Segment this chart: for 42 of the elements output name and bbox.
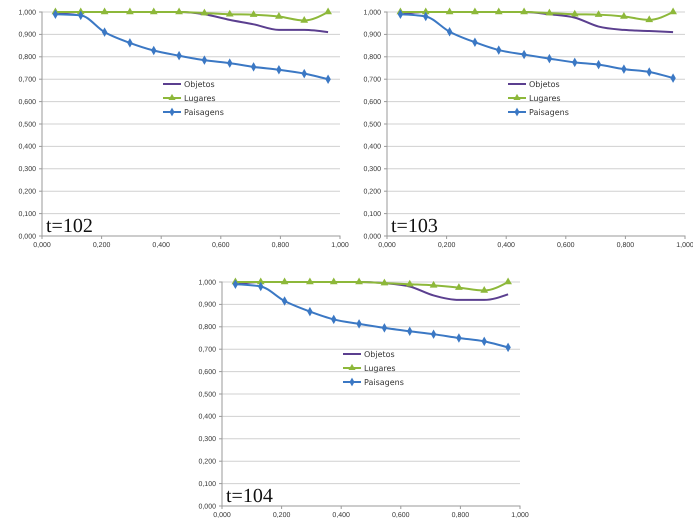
annotation: t=102 — [46, 215, 93, 237]
point — [355, 278, 363, 284]
point — [520, 8, 528, 14]
point — [494, 8, 503, 14]
legend-label: Paisagens — [184, 108, 224, 117]
point — [250, 10, 258, 17]
point — [620, 12, 628, 19]
legend-label: Objetos — [364, 350, 395, 359]
point — [324, 8, 332, 14]
point — [330, 278, 338, 284]
point — [226, 10, 234, 16]
annotation: t=104 — [226, 485, 273, 507]
point — [406, 280, 414, 286]
legend-label: Paisagens — [364, 378, 404, 387]
point — [480, 286, 488, 293]
legend-label: Paisagens — [529, 108, 569, 117]
legend-label: Lugares — [529, 94, 561, 103]
point — [669, 8, 677, 14]
annotation: t=103 — [391, 215, 438, 237]
point — [275, 12, 283, 19]
point — [546, 8, 554, 16]
point — [504, 278, 512, 284]
point — [126, 8, 134, 14]
point — [150, 8, 158, 14]
legend-label: Objetos — [184, 80, 215, 89]
point — [471, 8, 479, 14]
point — [200, 8, 208, 16]
point — [100, 8, 108, 14]
point — [175, 8, 183, 14]
point — [380, 278, 388, 286]
legend-label: Objetos — [529, 80, 560, 89]
point — [570, 10, 579, 16]
point — [455, 283, 463, 290]
point — [306, 278, 314, 284]
point — [430, 280, 438, 288]
point — [446, 8, 454, 14]
point — [594, 10, 602, 17]
legend-label: Lugares — [184, 94, 216, 103]
point — [300, 16, 308, 23]
legend-label: Lugares — [364, 364, 396, 373]
point — [645, 15, 654, 22]
point — [280, 278, 288, 284]
